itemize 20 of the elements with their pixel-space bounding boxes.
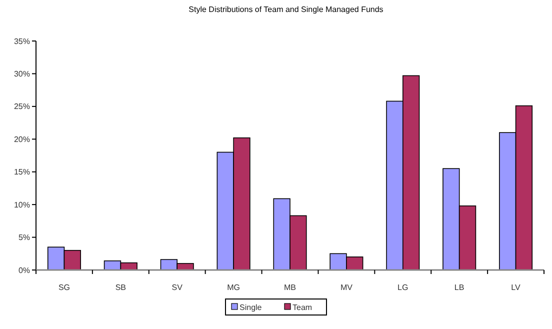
x-tick-label: MG (227, 283, 240, 292)
chart-title: Style Distributions of Team and Single Managed Funds (188, 5, 384, 14)
y-tick-label: 30% (14, 70, 30, 79)
x-tick-label: MV (340, 283, 354, 292)
y-tick-label: 35% (14, 36, 30, 46)
y-tick-label: 10% (14, 200, 30, 210)
y-tick-label: 5% (18, 233, 30, 242)
legend-label: Single (240, 302, 262, 312)
y-tick-label: 0% (18, 266, 30, 275)
x-tick-label: LV (511, 283, 522, 292)
y-tick-label: 25% (14, 102, 30, 112)
x-tick-label: SG (58, 283, 70, 292)
x-tick-label: SV (172, 283, 184, 292)
x-tick-label: LG (398, 283, 408, 292)
y-tick-label: 20% (14, 134, 30, 144)
y-tick-label: 15% (14, 168, 30, 177)
x-tick-label: LB (454, 283, 464, 292)
x-tick-label: MB (284, 283, 296, 292)
x-tick-label: SB (115, 283, 126, 292)
legend-label: Team (292, 302, 312, 312)
